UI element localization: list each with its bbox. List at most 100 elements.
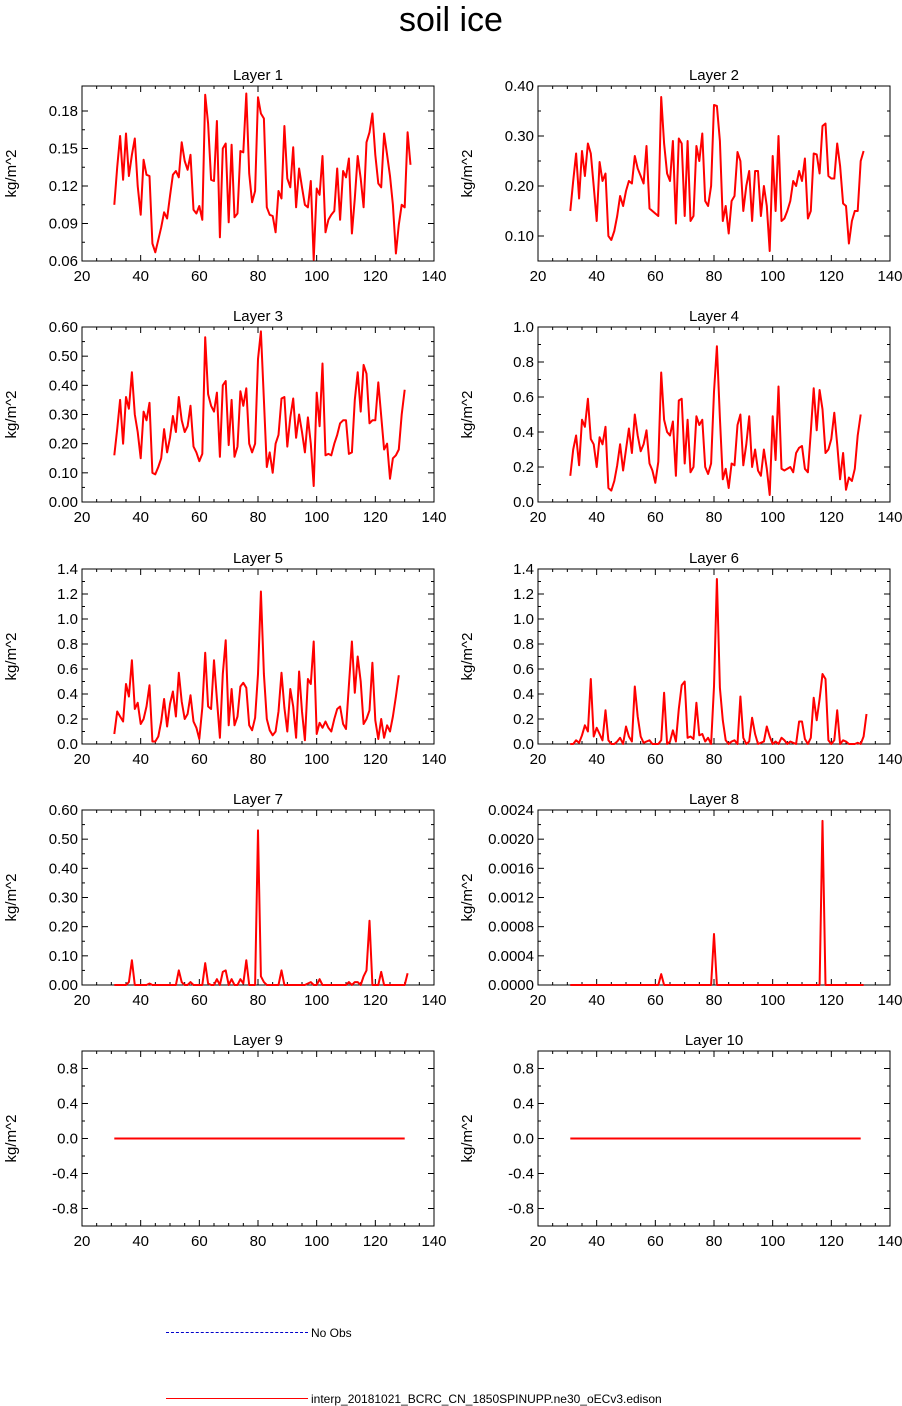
legend-model-label: interp_20181021_BCRC_CN_1850SPINUPP.ne30… bbox=[311, 1392, 662, 1406]
layer-8-xtick-label: 40 bbox=[588, 992, 605, 1009]
layer-4-title: Layer 4 bbox=[689, 308, 739, 325]
layer-6-xtick-label: 80 bbox=[706, 751, 723, 768]
layer-3-ytick-label: 0.50 bbox=[49, 348, 78, 365]
layer-1-ytick-label: 0.18 bbox=[49, 103, 78, 120]
layer-6-xtick-label: 60 bbox=[647, 751, 664, 768]
layer-3-xtick-label: 140 bbox=[421, 509, 446, 526]
layer-2-ytick-label: 0.20 bbox=[505, 178, 534, 195]
layer-9-xtick-label: 60 bbox=[191, 1233, 208, 1250]
layer-9-xtick-label: 20 bbox=[74, 1233, 91, 1250]
layer-5-title: Layer 5 bbox=[233, 550, 283, 567]
layer-10-ylabel: kg/m^2 bbox=[459, 1115, 476, 1163]
layer-7-ytick-label: 0.30 bbox=[49, 890, 78, 907]
layer-5-xtick-label: 80 bbox=[250, 751, 267, 768]
layer-4-xtick-label: 60 bbox=[647, 509, 664, 526]
layer-8-xtick-label: 140 bbox=[877, 992, 902, 1009]
layer-10-xtick-label: 40 bbox=[588, 1233, 605, 1250]
layer-7-xtick-label: 140 bbox=[421, 992, 446, 1009]
layer-9-xtick-label: 120 bbox=[363, 1233, 388, 1250]
layer-6-xtick-label: 20 bbox=[530, 751, 547, 768]
layer-10-ytick-label: 0.4 bbox=[513, 1096, 534, 1113]
layer-8-xtick-label: 100 bbox=[760, 992, 785, 1009]
layer-3-ytick-label: 0.40 bbox=[49, 377, 78, 394]
layer-7-xtick-label: 40 bbox=[132, 992, 149, 1009]
layer-7-title: Layer 7 bbox=[233, 791, 283, 808]
layer-1-ylabel: kg/m^2 bbox=[3, 150, 20, 198]
layer-6-ytick-label: 0.2 bbox=[513, 711, 534, 728]
layer-7-ylabel: kg/m^2 bbox=[3, 874, 20, 922]
layer-6-ytick-label: 1.0 bbox=[513, 611, 534, 628]
layer-8-ylabel: kg/m^2 bbox=[459, 874, 476, 922]
chart-grid: Layer 1 20 40 60 80 100 120 140 0.06 0.09 0.12 0.15… bbox=[3, 67, 902, 1250]
layer-1-xtick-label: 20 bbox=[74, 268, 91, 285]
layer-4-ylabel: kg/m^2 bbox=[459, 391, 476, 439]
layer-6-series-line bbox=[570, 578, 868, 745]
layer-10-xtick-label: 120 bbox=[819, 1233, 844, 1250]
layer-7-ytick-label: 0.50 bbox=[49, 831, 78, 848]
layer-5-ytick-label: 0.4 bbox=[57, 686, 78, 703]
layer-9-xtick-label: 40 bbox=[132, 1233, 149, 1250]
layer-7-series-line bbox=[114, 829, 409, 986]
layer-5-ytick-label: 1.4 bbox=[57, 561, 78, 578]
layer-5-ytick-label: 0.2 bbox=[57, 711, 78, 728]
layer-6-ytick-label: 0.4 bbox=[513, 686, 534, 703]
layer-9-xtick-label: 100 bbox=[304, 1233, 329, 1250]
layer-8-xtick-label: 20 bbox=[530, 992, 547, 1009]
layer-6-ytick-label: 1.4 bbox=[513, 561, 534, 578]
layer-1-ytick-label: 0.12 bbox=[49, 178, 78, 195]
layer-3-xtick-label: 120 bbox=[363, 509, 388, 526]
layer-5-xtick-label: 60 bbox=[191, 751, 208, 768]
layer-4-xtick-label: 40 bbox=[588, 509, 605, 526]
layer-4-xtick-label: 100 bbox=[760, 509, 785, 526]
layer-6-xtick-label: 100 bbox=[760, 751, 785, 768]
layer-10-xtick-label: 80 bbox=[706, 1233, 723, 1250]
layer-9-ylabel: kg/m^2 bbox=[3, 1115, 20, 1163]
layer-7-ytick-label: 0.10 bbox=[49, 948, 78, 965]
layer-4-ytick-label: 0.2 bbox=[513, 459, 534, 476]
layer-3-xtick-label: 60 bbox=[191, 509, 208, 526]
layer-6-ytick-label: 0.6 bbox=[513, 661, 534, 678]
layer-8-ytick-label: 0.0012 bbox=[488, 890, 534, 907]
layer-3-ytick-label: 0.30 bbox=[49, 407, 78, 424]
layer-8-series-line bbox=[570, 819, 864, 986]
layer-5-ytick-label: 1.0 bbox=[57, 611, 78, 628]
layer-3-xtick-label: 40 bbox=[132, 509, 149, 526]
layer-9-title: Layer 9 bbox=[233, 1032, 283, 1049]
layer-2-ytick-label: 0.10 bbox=[505, 228, 534, 245]
layer-4-ytick-label: 0.8 bbox=[513, 354, 534, 371]
layer-3-xtick-label: 100 bbox=[304, 509, 329, 526]
layer-8-xtick-label: 120 bbox=[819, 992, 844, 1009]
layer-1-ytick-label: 0.06 bbox=[49, 253, 78, 270]
layer-10-ytick-label: 0.8 bbox=[513, 1061, 534, 1078]
layer-4-xtick-label: 120 bbox=[819, 509, 844, 526]
layer-1-series-line bbox=[113, 92, 412, 261]
layer-8-ytick-label: 0.0016 bbox=[488, 860, 534, 877]
layer-2-title: Layer 2 bbox=[689, 67, 739, 84]
layer-6-ytick-label: 0.8 bbox=[513, 636, 534, 653]
layer-3-series-line bbox=[113, 330, 406, 487]
layer-2-xtick-label: 120 bbox=[819, 268, 844, 285]
layer-4-ytick-label: 0.4 bbox=[513, 424, 534, 441]
layer-7-xtick-label: 100 bbox=[304, 992, 329, 1009]
layer-7-xtick-label: 20 bbox=[74, 992, 91, 1009]
layer-6-xtick-label: 40 bbox=[588, 751, 605, 768]
layer-1-title: Layer 1 bbox=[233, 67, 283, 84]
figure-title: soil ice bbox=[399, 1, 503, 39]
layer-2-xtick-label: 40 bbox=[588, 268, 605, 285]
layer-3-ytick-label: 0.00 bbox=[49, 494, 78, 511]
layer-9-xtick-label: 140 bbox=[421, 1233, 446, 1250]
layer-8-ytick-label: 0.0024 bbox=[488, 802, 534, 819]
layer-9-ytick-label: 0.4 bbox=[57, 1096, 78, 1113]
layer-1-xtick-label: 120 bbox=[363, 268, 388, 285]
layer-8-xtick-label: 60 bbox=[647, 992, 664, 1009]
layer-5-ytick-label: 0.6 bbox=[57, 661, 78, 678]
layer-7-xtick-label: 80 bbox=[250, 992, 267, 1009]
layer-7-ytick-label: 0.00 bbox=[49, 977, 78, 994]
layer-8-ytick-label: 0.0004 bbox=[488, 948, 534, 965]
layer-5-xtick-label: 100 bbox=[304, 751, 329, 768]
legend-no-obs-label: No Obs bbox=[311, 1326, 352, 1340]
layer-10-ytick-label: -0.4 bbox=[508, 1166, 534, 1183]
layer-7-ytick-label: 0.20 bbox=[49, 919, 78, 936]
layer-2-series-line bbox=[569, 96, 865, 252]
layer-9-ytick-label: -0.4 bbox=[52, 1166, 78, 1183]
